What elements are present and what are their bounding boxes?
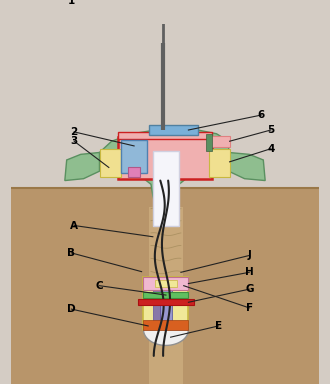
Polygon shape bbox=[144, 330, 188, 346]
FancyBboxPatch shape bbox=[100, 149, 121, 177]
FancyBboxPatch shape bbox=[149, 207, 183, 384]
Polygon shape bbox=[99, 130, 229, 167]
Text: 1: 1 bbox=[68, 0, 75, 6]
Text: D: D bbox=[67, 304, 76, 314]
Text: 2: 2 bbox=[71, 127, 78, 137]
FancyBboxPatch shape bbox=[144, 292, 188, 298]
FancyBboxPatch shape bbox=[138, 298, 194, 305]
FancyBboxPatch shape bbox=[144, 277, 188, 330]
FancyBboxPatch shape bbox=[155, 280, 177, 287]
Text: B: B bbox=[67, 248, 75, 258]
Text: 3: 3 bbox=[71, 136, 78, 146]
FancyBboxPatch shape bbox=[149, 125, 198, 135]
Text: 5: 5 bbox=[267, 125, 275, 135]
Text: J: J bbox=[247, 250, 251, 260]
FancyBboxPatch shape bbox=[209, 149, 230, 177]
FancyBboxPatch shape bbox=[209, 136, 230, 147]
Text: H: H bbox=[245, 267, 254, 277]
Text: A: A bbox=[70, 220, 78, 230]
FancyBboxPatch shape bbox=[144, 277, 188, 290]
FancyBboxPatch shape bbox=[153, 282, 160, 328]
FancyBboxPatch shape bbox=[118, 132, 212, 139]
Text: 6: 6 bbox=[258, 110, 265, 120]
Text: 4: 4 bbox=[267, 144, 275, 154]
Polygon shape bbox=[128, 167, 202, 207]
FancyBboxPatch shape bbox=[206, 134, 212, 151]
Polygon shape bbox=[229, 152, 265, 180]
FancyBboxPatch shape bbox=[11, 25, 319, 188]
FancyBboxPatch shape bbox=[153, 151, 179, 225]
FancyBboxPatch shape bbox=[11, 188, 319, 384]
FancyBboxPatch shape bbox=[121, 140, 147, 173]
Text: E: E bbox=[215, 321, 222, 331]
FancyBboxPatch shape bbox=[128, 167, 140, 177]
Text: F: F bbox=[246, 303, 253, 313]
FancyBboxPatch shape bbox=[144, 320, 188, 330]
FancyBboxPatch shape bbox=[118, 137, 212, 179]
Text: C: C bbox=[96, 281, 103, 291]
Polygon shape bbox=[65, 152, 99, 180]
Text: G: G bbox=[245, 284, 253, 294]
FancyBboxPatch shape bbox=[160, 282, 172, 328]
